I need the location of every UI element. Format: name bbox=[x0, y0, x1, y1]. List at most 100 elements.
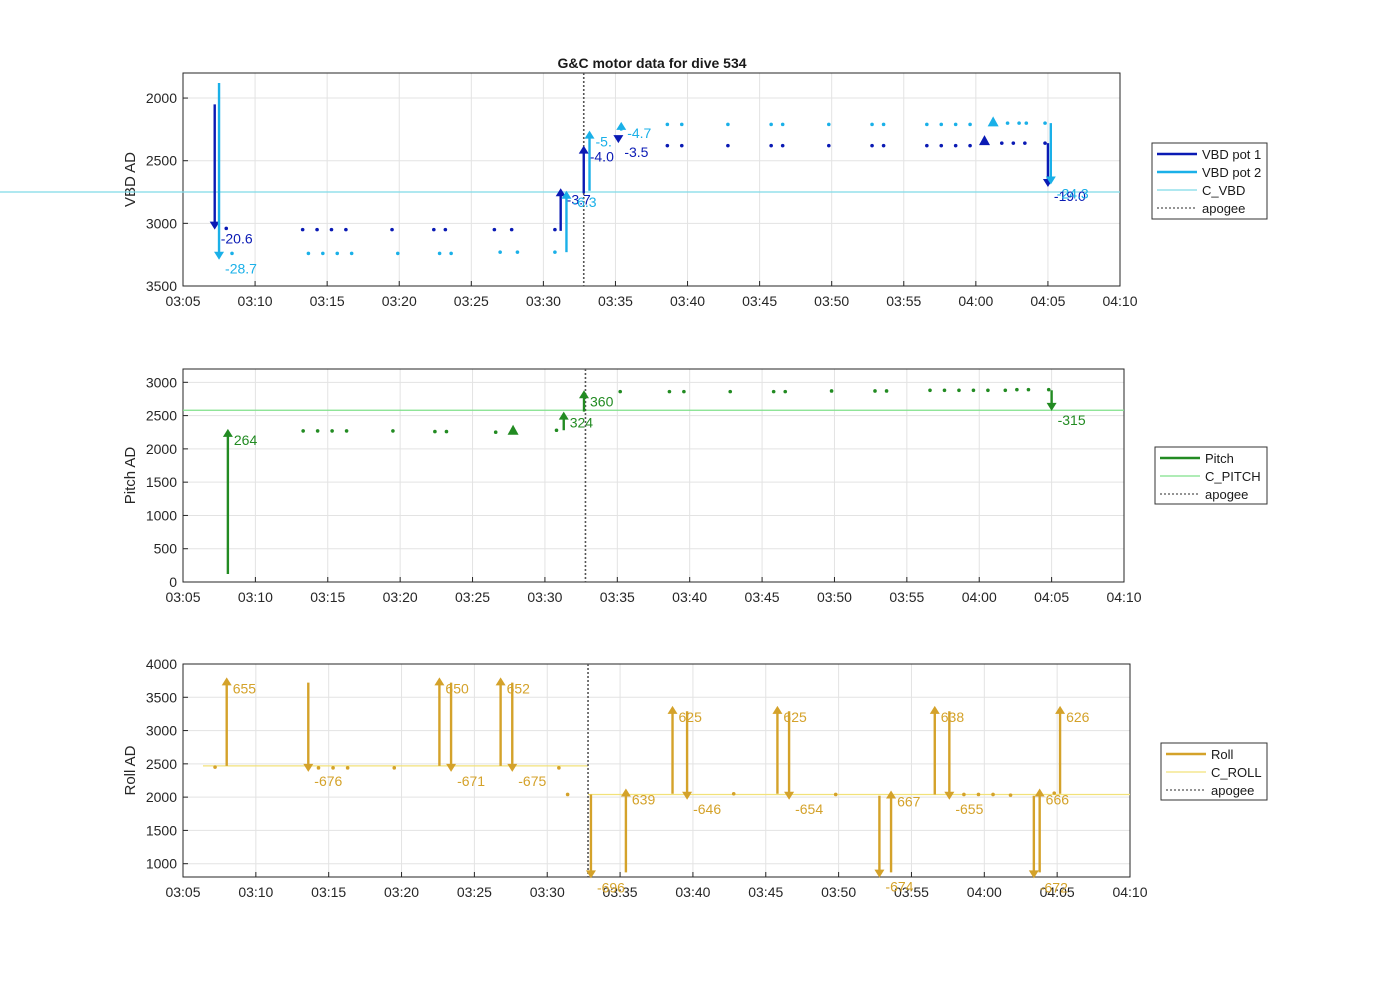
data-point bbox=[565, 792, 570, 797]
x-tick-label: 03:20 bbox=[384, 884, 419, 900]
y-tick-label: 3000 bbox=[146, 723, 177, 739]
axes-frame bbox=[182, 72, 1121, 287]
legend-label: Roll bbox=[1211, 747, 1234, 762]
data-point bbox=[349, 251, 354, 256]
data-point bbox=[1015, 387, 1019, 392]
data-point bbox=[986, 388, 990, 393]
legend-label: Pitch bbox=[1205, 451, 1234, 466]
data-point bbox=[230, 251, 234, 256]
data-point bbox=[1046, 387, 1051, 392]
data-point bbox=[449, 251, 453, 256]
data-point bbox=[1011, 141, 1016, 145]
x-tick-label: 03:10 bbox=[238, 293, 273, 309]
data-label: 625 bbox=[679, 709, 703, 725]
data-label: 360 bbox=[590, 393, 614, 409]
data-point bbox=[881, 143, 886, 148]
legend-label: C_VBD bbox=[1202, 183, 1245, 198]
data-point bbox=[679, 143, 684, 148]
y-tick-label: 1000 bbox=[146, 507, 177, 523]
data-point bbox=[780, 122, 785, 127]
data-point bbox=[515, 250, 520, 254]
data-point bbox=[665, 122, 670, 127]
triangle-marker bbox=[507, 424, 519, 435]
data-point bbox=[769, 122, 773, 127]
y-tick-label: 0 bbox=[169, 574, 177, 590]
series-pitch: 264 324 360 -315 bbox=[222, 387, 1086, 575]
data-point bbox=[953, 143, 958, 148]
data-label: -654 bbox=[795, 801, 823, 817]
x-tick-label: 03:35 bbox=[598, 293, 633, 309]
x-tick-label: 03:35 bbox=[603, 884, 638, 900]
data-point bbox=[224, 226, 229, 231]
arrow-head bbox=[1046, 402, 1057, 411]
data-label: -19.0 bbox=[1054, 188, 1086, 204]
y-tick-label: 1000 bbox=[146, 856, 177, 872]
x-tick-label: 03:35 bbox=[600, 589, 635, 605]
triangle-marker bbox=[987, 116, 999, 127]
y-axis-label: Pitch AD bbox=[122, 447, 139, 505]
data-label: -676 bbox=[314, 773, 342, 789]
data-point bbox=[953, 122, 958, 127]
data-label: -674 bbox=[885, 879, 913, 895]
x-tick-label: 03:30 bbox=[527, 589, 562, 605]
legend-label: apogee bbox=[1202, 201, 1245, 216]
legend-label: C_ROLL bbox=[1211, 765, 1262, 780]
data-point bbox=[443, 227, 448, 232]
data-label: -696 bbox=[597, 879, 625, 895]
data-point bbox=[509, 227, 514, 232]
data-label: -671 bbox=[457, 773, 485, 789]
data-point bbox=[344, 227, 348, 232]
data-label: -315 bbox=[1058, 412, 1086, 428]
y-tick-label: 2000 bbox=[146, 789, 177, 805]
data-label: 264 bbox=[234, 432, 258, 448]
data-point bbox=[335, 251, 340, 256]
data-point bbox=[667, 389, 672, 394]
arrow-head bbox=[772, 705, 783, 714]
data-point bbox=[726, 143, 730, 148]
x-tick-label: 03:05 bbox=[165, 589, 200, 605]
arrow-head bbox=[944, 791, 955, 800]
data-point bbox=[618, 389, 623, 394]
data-label: -28.7 bbox=[225, 261, 257, 277]
arrow-head bbox=[1055, 705, 1066, 714]
x-tick-label: 03:15 bbox=[310, 293, 345, 309]
x-tick-label: 04:10 bbox=[1106, 589, 1141, 605]
data-point bbox=[331, 766, 335, 770]
panel-3: 03:05 03:10 03:15 03:20 03:25 03:30 03:35 03:40… bbox=[122, 656, 1268, 900]
data-point bbox=[1026, 387, 1031, 392]
x-tick-label: 04:05 bbox=[1034, 589, 1069, 605]
x-tick-label: 04:10 bbox=[1112, 884, 1147, 900]
x-tick-label: 03:30 bbox=[526, 293, 561, 309]
data-point bbox=[829, 389, 834, 393]
data-point bbox=[873, 389, 877, 393]
x-tick-label: 03:20 bbox=[383, 589, 418, 605]
arrow-head bbox=[578, 145, 589, 154]
x-tick-label: 03:40 bbox=[670, 293, 705, 309]
arrow-head bbox=[667, 705, 678, 714]
arrow-head bbox=[558, 411, 569, 420]
data-point bbox=[884, 389, 889, 393]
data-point bbox=[395, 251, 400, 256]
data-point bbox=[833, 792, 838, 797]
data-point bbox=[870, 122, 874, 127]
data-point bbox=[726, 122, 730, 127]
y-tick-label: 4000 bbox=[146, 656, 177, 672]
x-tick-label: 03:15 bbox=[311, 884, 346, 900]
x-tick-label: 04:10 bbox=[1102, 293, 1137, 309]
x-tick-label: 03:55 bbox=[894, 884, 929, 900]
data-point bbox=[300, 227, 305, 232]
data-point bbox=[962, 792, 966, 797]
data-point bbox=[1043, 141, 1047, 145]
data-point bbox=[827, 122, 831, 127]
series-roll: 655 -676 650 -671 652 -675 -696 639 625 -646 625 -6… bbox=[213, 677, 1090, 895]
data-label: -24.3 bbox=[1057, 186, 1089, 202]
data-point bbox=[1005, 121, 1010, 125]
data-label: 626 bbox=[1066, 709, 1090, 725]
arrow-head bbox=[561, 190, 572, 199]
plot-area bbox=[183, 73, 1120, 286]
data-point bbox=[554, 428, 559, 433]
data-point bbox=[392, 766, 397, 770]
data-point bbox=[315, 227, 319, 232]
